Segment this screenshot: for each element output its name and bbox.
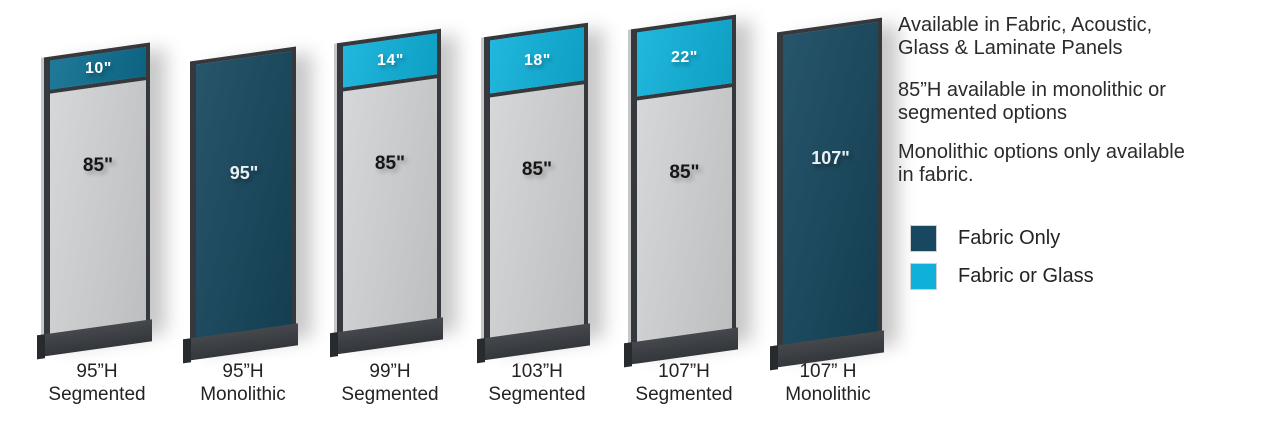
panel-107h-segmented: 22" 85"	[624, 14, 738, 366]
note-line: 85”H available in monolithic or	[898, 79, 1166, 101]
caption-103h-segmented: 103”H Segmented	[462, 360, 612, 406]
caption-107h-monolithic: 107” H Monolithic	[753, 360, 903, 406]
top-segment-height-label: 14"	[376, 51, 404, 69]
panel-main-segment: 85"	[50, 80, 146, 337]
legend-swatch-fabric-only	[910, 225, 937, 252]
legend-item-fabric-or-glass: Fabric or Glass	[910, 263, 1094, 290]
main-segment-height-label: 85"	[669, 162, 700, 184]
main-segment-height-label: 85"	[374, 152, 406, 174]
main-segment-height-label: 107"	[811, 147, 850, 168]
note-line: Available in Fabric, Acoustic,	[898, 14, 1153, 36]
legend-label: Fabric or Glass	[958, 265, 1094, 287]
note-line: Glass & Laminate Panels	[898, 37, 1123, 59]
caption-99h-segmented: 99”H Segmented	[315, 360, 465, 406]
top-segment-height-label: 22"	[671, 48, 698, 66]
panel-main-segment: 85"	[637, 87, 732, 345]
caption-height: 99”H	[369, 361, 411, 382]
panel-103h-segmented: 18" 85"	[477, 22, 590, 362]
legend-item-fabric-only: Fabric Only	[910, 225, 1060, 252]
note-85h-options: 85”H available in monolithic or segmente…	[898, 79, 1273, 125]
panel-main-segment: 85"	[343, 78, 437, 335]
main-segment-height-label: 85"	[521, 158, 553, 180]
panel-107h-monolithic: 107"	[770, 17, 884, 369]
panel-fill: 95"	[196, 51, 292, 341]
panel-fill: 107"	[783, 22, 878, 348]
caption-height: 95”H	[222, 361, 264, 382]
main-segment-height-label: 85"	[82, 154, 114, 176]
caption-95h-segmented: 95”H Segmented	[22, 360, 172, 406]
caption-type: Segmented	[48, 384, 146, 405]
caption-height: 95”H	[76, 361, 118, 382]
note-line: segmented options	[898, 102, 1068, 124]
note-line: Monolithic options only available	[898, 141, 1185, 163]
caption-107h-segmented: 107”H Segmented	[609, 360, 759, 406]
top-segment-height-label: 10"	[84, 59, 112, 77]
panel-95h-segmented: 10" 85"	[37, 42, 152, 358]
caption-type: Segmented	[341, 384, 439, 405]
caption-height: 107” H	[799, 361, 857, 382]
caption-height: 103”H	[511, 361, 563, 382]
panel-99h-segmented: 14" 85"	[330, 28, 443, 356]
note-monolithic-fabric: Monolithic options only available in fab…	[898, 141, 1273, 187]
caption-type: Monolithic	[200, 384, 286, 405]
panel-95h-monolithic: 95"	[183, 46, 298, 362]
top-segment-height-label: 18"	[523, 51, 551, 69]
caption-type: Segmented	[488, 384, 586, 405]
legend-label: Fabric Only	[958, 227, 1061, 249]
note-line: in fabric.	[898, 164, 974, 186]
panel-main-segment: 85"	[490, 84, 584, 341]
note-available-materials: Available in Fabric, Acoustic, Glass & L…	[898, 14, 1273, 60]
legend-swatch-fabric-or-glass	[910, 263, 937, 290]
panel-top-segment: 22"	[637, 19, 732, 97]
caption-95h-monolithic: 95”H Monolithic	[168, 360, 318, 406]
caption-type: Segmented	[635, 384, 733, 405]
caption-type: Monolithic	[785, 384, 871, 405]
caption-height: 107”H	[658, 361, 710, 382]
main-segment-height-label: 95"	[229, 162, 259, 183]
